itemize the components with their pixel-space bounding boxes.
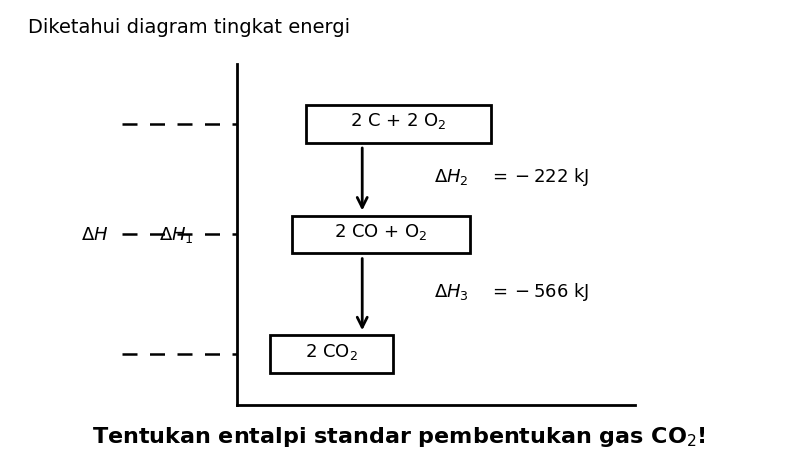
Text: $\Delta H$: $\Delta H$ bbox=[81, 226, 108, 243]
Text: $\Delta H_3$: $\Delta H_3$ bbox=[434, 282, 469, 302]
Text: 2 CO + O$_2$: 2 CO + O$_2$ bbox=[335, 222, 428, 242]
Text: Diketahui diagram tingkat energi: Diketahui diagram tingkat energi bbox=[28, 18, 350, 37]
Text: $= -566\ \mathrm{kJ}$: $= -566\ \mathrm{kJ}$ bbox=[489, 281, 590, 303]
Text: $\Delta H_2$: $\Delta H_2$ bbox=[434, 167, 469, 187]
Text: Tentukan entalpi standar pembentukan gas CO$_2$!: Tentukan entalpi standar pembentukan gas… bbox=[92, 425, 705, 449]
Text: $= -222\ \mathrm{kJ}$: $= -222\ \mathrm{kJ}$ bbox=[489, 166, 590, 188]
Text: 2 C + 2 O$_2$: 2 C + 2 O$_2$ bbox=[350, 111, 447, 131]
Bar bbox=[270, 335, 393, 373]
Text: 2 CO$_2$: 2 CO$_2$ bbox=[305, 341, 358, 362]
Text: $\Delta H_1$: $\Delta H_1$ bbox=[159, 225, 194, 244]
Bar bbox=[292, 216, 470, 253]
Bar bbox=[306, 105, 491, 143]
